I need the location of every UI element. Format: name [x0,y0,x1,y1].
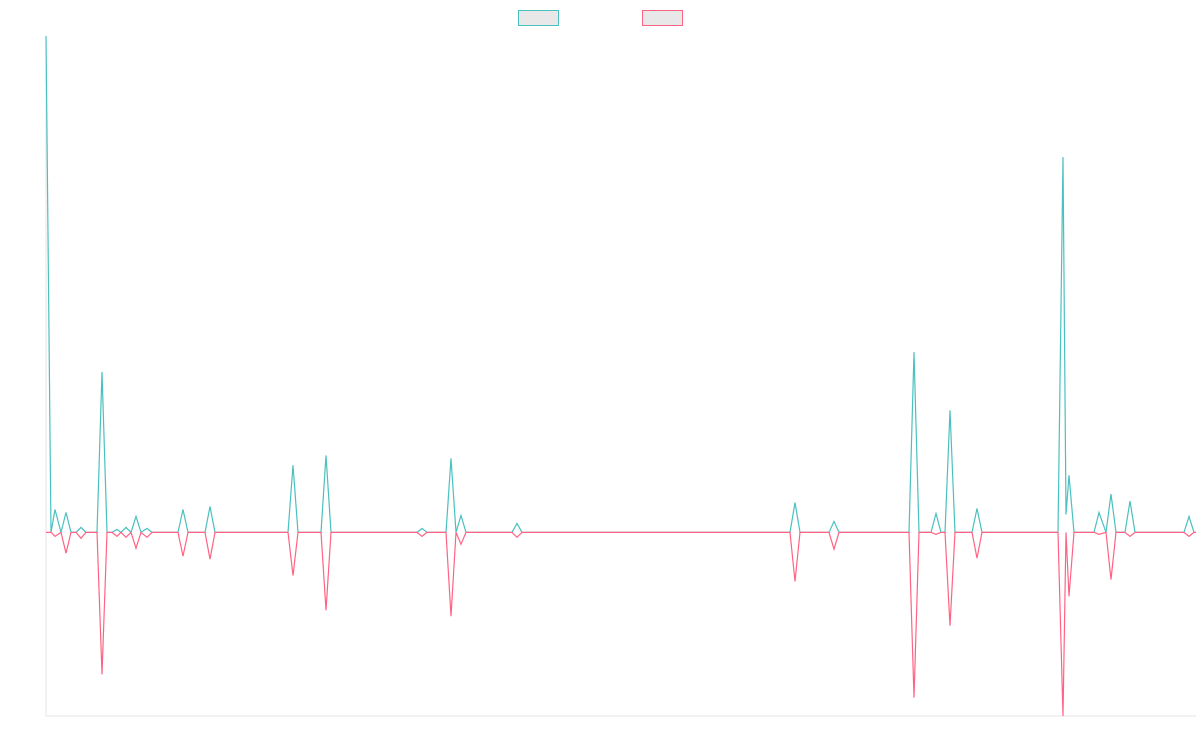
legend-swatch [642,10,683,26]
legend-swatch [518,10,559,26]
line-series [45,35,1196,534]
line-series [46,531,1196,717]
